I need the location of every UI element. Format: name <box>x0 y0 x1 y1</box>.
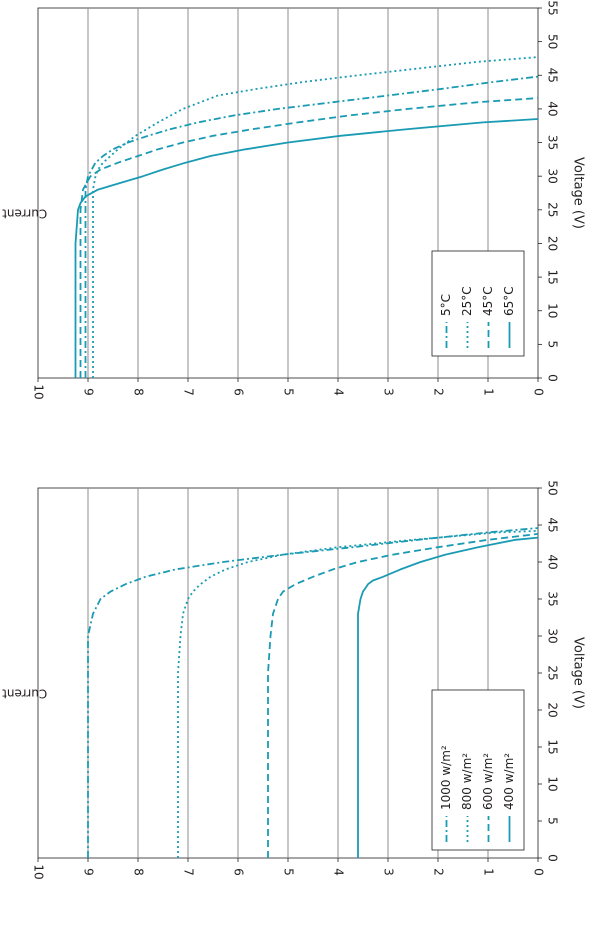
series-line-1 <box>84 75 539 378</box>
current-tick-label: 1 <box>482 868 496 876</box>
current-tick-label: 3 <box>382 868 396 876</box>
current-tick-label: 9 <box>82 868 96 876</box>
current-tick-label: 8 <box>132 388 146 396</box>
legend-label: 400 w/m² <box>502 753 516 810</box>
voltage-axis-title: Voltage (V) <box>571 637 586 709</box>
voltage-tick-label: 35 <box>546 135 560 150</box>
chart-panel-2: 01234567891005101520253035404550Voltage … <box>0 480 586 879</box>
voltage-tick-label: 30 <box>546 169 560 184</box>
current-axis-title: Current (A) <box>0 207 47 221</box>
voltage-tick-label: 15 <box>546 269 560 284</box>
voltage-tick-label: 30 <box>546 628 560 643</box>
voltage-tick-label: 20 <box>546 236 560 251</box>
series-line-1 <box>87 527 539 858</box>
current-tick-label: 9 <box>82 388 96 396</box>
voltage-tick-label: 40 <box>546 101 560 116</box>
legend: 5°C 25°C 45°C 65°C <box>431 250 525 357</box>
current-tick-label: 10 <box>32 864 46 879</box>
voltage-tick-label: 50 <box>546 480 560 495</box>
series-line-4 <box>74 118 539 378</box>
current-tick-label: 7 <box>182 868 196 876</box>
legend: 1000 w/m² 800 w/m² 600 w/m² 400 w/m² <box>431 689 525 851</box>
chart-panel-1: 0123456789100510152025303540455055Voltag… <box>0 0 586 399</box>
legend-label: 65°C <box>502 286 516 316</box>
current-tick-label: 1 <box>482 388 496 396</box>
voltage-axis-title: Voltage (V) <box>571 157 586 229</box>
current-tick-label: 4 <box>332 388 346 396</box>
voltage-tick-label: 5 <box>546 817 560 825</box>
voltage-tick-label: 50 <box>546 34 560 49</box>
voltage-tick-label: 0 <box>546 374 560 382</box>
current-tick-label: 10 <box>32 384 46 399</box>
current-tick-label: 2 <box>432 868 446 876</box>
voltage-tick-label: 25 <box>546 665 560 680</box>
voltage-tick-label: 10 <box>546 776 560 791</box>
voltage-tick-label: 20 <box>546 702 560 717</box>
voltage-tick-label: 35 <box>546 591 560 606</box>
voltage-tick-label: 0 <box>546 854 560 862</box>
legend-label: 5°C <box>439 294 453 316</box>
current-tick-label: 5 <box>282 868 296 876</box>
current-tick-label: 6 <box>232 868 246 876</box>
series-line-3 <box>267 533 539 858</box>
current-tick-label: 2 <box>432 388 446 396</box>
legend-label: 45°C <box>481 286 495 316</box>
voltage-tick-label: 45 <box>546 517 560 532</box>
voltage-tick-label: 25 <box>546 202 560 217</box>
current-tick-label: 7 <box>182 388 196 396</box>
current-tick-label: 5 <box>282 388 296 396</box>
voltage-tick-label: 5 <box>546 341 560 349</box>
voltage-tick-label: 55 <box>546 0 560 15</box>
legend-label: 1000 w/m² <box>439 745 453 810</box>
current-tick-label: 3 <box>382 388 396 396</box>
legend-label: 600 w/m² <box>481 753 495 810</box>
current-tick-label: 4 <box>332 868 346 876</box>
current-tick-label: 8 <box>132 868 146 876</box>
voltage-tick-label: 15 <box>546 739 560 754</box>
voltage-tick-label: 40 <box>546 554 560 569</box>
current-axis-title: Current (A) <box>0 687 47 701</box>
current-tick-label: 0 <box>532 388 546 396</box>
legend-label: 800 w/m² <box>460 753 474 810</box>
series-line-4 <box>357 536 539 858</box>
current-tick-label: 0 <box>532 868 546 876</box>
legend-label: 25°C <box>460 286 474 316</box>
voltage-tick-label: 10 <box>546 303 560 318</box>
current-tick-label: 6 <box>232 388 246 396</box>
series-line-3 <box>79 97 539 378</box>
voltage-tick-label: 45 <box>546 68 560 83</box>
